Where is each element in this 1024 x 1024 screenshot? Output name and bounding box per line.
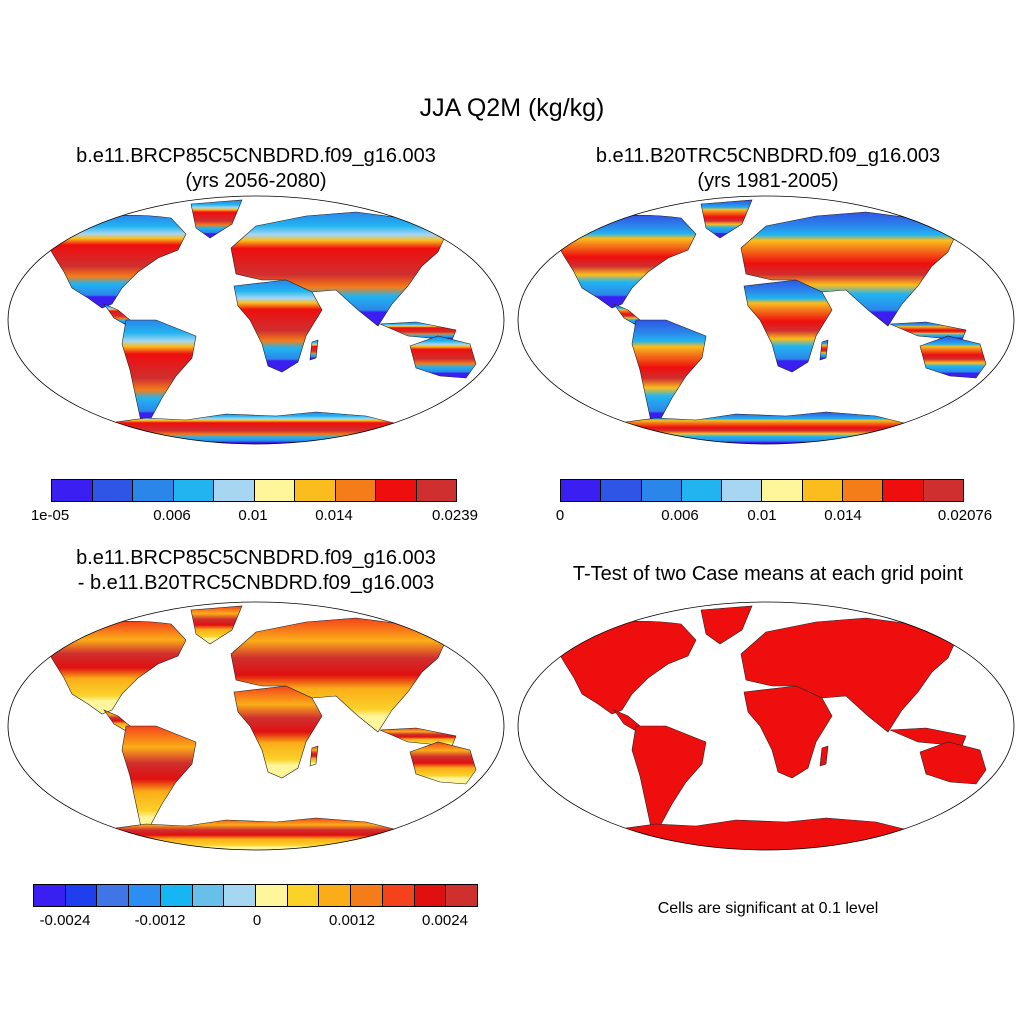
panel3-colorbar-swatch [65, 885, 98, 906]
panel2-colorbar-swatch [561, 480, 602, 501]
panel3-colorbar-swatch [414, 885, 447, 906]
panel3-colorbar-swatch [129, 885, 161, 906]
panel2-colorbar-swatch [641, 480, 682, 501]
panel3-colorbar-swatch [382, 885, 415, 906]
panel1-map [7, 195, 505, 445]
panel2-tick-label: 0.01 [747, 507, 777, 524]
panel1-colorbar-swatch [254, 480, 295, 501]
panel1-colorbar-swatch [133, 480, 174, 501]
panel3-colorbar-swatch [319, 885, 352, 906]
panel1-tick-label: 0.01 [238, 507, 268, 524]
panel1-tick-label: 0.006 [153, 507, 191, 524]
panel3-colorbar-swatch [287, 885, 320, 906]
panel4-map [517, 601, 1015, 851]
panel3-colorbar-swatch [224, 885, 257, 906]
panel2-colorbar-swatch [601, 480, 642, 501]
panel3-colorbar-swatch [446, 885, 478, 906]
panel3-colorbar-swatch [192, 885, 225, 906]
panel2-colorbar-swatch [722, 480, 763, 501]
panel3-title-line2: - b.e11.B20TRC5CNBDRD.f09_g16.003 [77, 572, 435, 594]
panel2-colorbar-swatch [762, 480, 803, 501]
panel3-colorbar-swatch [34, 885, 66, 906]
panel1-tick-label: 1e-05 [30, 507, 70, 524]
panel4-title: T-Test of two Case means at each grid po… [572, 563, 964, 585]
panel3-tick-label: -0.0024 [39, 912, 91, 929]
panel2-tick-label: 0.014 [824, 507, 862, 524]
panel3-tick-label: -0.0012 [134, 912, 186, 929]
panel3-map [7, 601, 505, 851]
panel3-colorbar [33, 884, 478, 907]
panel1-colorbar-swatch [52, 480, 93, 501]
panel1-colorbar [51, 479, 457, 502]
panel2-tick-label: 0.02076 [937, 507, 993, 524]
panel3-colorbar-swatch [160, 885, 193, 906]
panel2-map [517, 195, 1015, 445]
panel1-colorbar-swatch [295, 480, 336, 501]
panel2-title-line1: b.e11.B20TRC5CNBDRD.f09_g16.003 [595, 145, 941, 167]
panel1-tick-label: 0.014 [315, 507, 353, 524]
panel2-tick-label: 0 [555, 507, 565, 524]
panel2-title-line2: (yrs 1981-2005) [697, 170, 839, 192]
figure-title: JJA Q2M (kg/kg) [419, 94, 605, 122]
panel2-colorbar-swatch [923, 480, 963, 501]
panel1-title-line2: (yrs 2056-2080) [185, 170, 327, 192]
panel3-tick-label: 0 [252, 912, 262, 929]
panel3-colorbar-swatch [97, 885, 130, 906]
panel1-colorbar-swatch [335, 480, 376, 501]
panel1-colorbar-swatch [376, 480, 417, 501]
significance-note: Cells are significant at 0.1 level [657, 900, 879, 917]
panel1-colorbar-swatch [92, 480, 133, 501]
panel1-colorbar-swatch [416, 480, 456, 501]
panel1-tick-label: 0.0239 [432, 507, 478, 524]
panel2-colorbar [560, 479, 964, 502]
panel1-colorbar-swatch [214, 480, 255, 501]
panel3-tick-label: 0.0012 [329, 912, 375, 929]
panel2-colorbar-swatch [681, 480, 723, 501]
panel3-colorbar-swatch [351, 885, 383, 906]
panel3-tick-label: 0.0024 [422, 912, 468, 929]
panel2-colorbar-swatch [843, 480, 884, 501]
panel3-colorbar-swatch [256, 885, 288, 906]
panel1-title-line1: b.e11.BRCP85C5CNBDRD.f09_g16.003 [76, 145, 436, 167]
panel3-title-line1: b.e11.BRCP85C5CNBDRD.f09_g16.003 [76, 547, 436, 569]
panel2-tick-label: 0.006 [661, 507, 699, 524]
panel1-colorbar-swatch [173, 480, 214, 501]
panel2-colorbar-swatch [883, 480, 924, 501]
panel2-colorbar-swatch [802, 480, 844, 501]
